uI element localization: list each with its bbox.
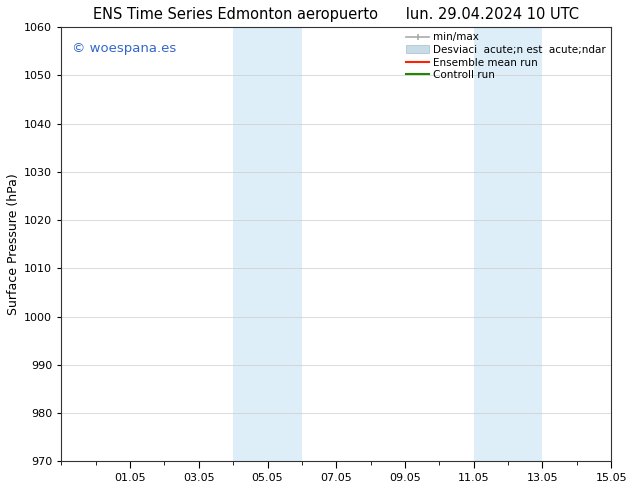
- Legend: min/max, Desviaci  acute;n est  acute;ndar, Ensemble mean run, Controll run: min/max, Desviaci acute;n est acute;ndar…: [406, 32, 606, 80]
- Bar: [474, 27, 543, 461]
- Y-axis label: Surface Pressure (hPa): Surface Pressure (hPa): [7, 173, 20, 315]
- Text: © woespana.es: © woespana.es: [72, 43, 176, 55]
- Bar: [233, 27, 302, 461]
- Title: ENS Time Series Edmonton aeropuerto      lun. 29.04.2024 10 UTC: ENS Time Series Edmonton aeropuerto lun.…: [93, 7, 579, 22]
